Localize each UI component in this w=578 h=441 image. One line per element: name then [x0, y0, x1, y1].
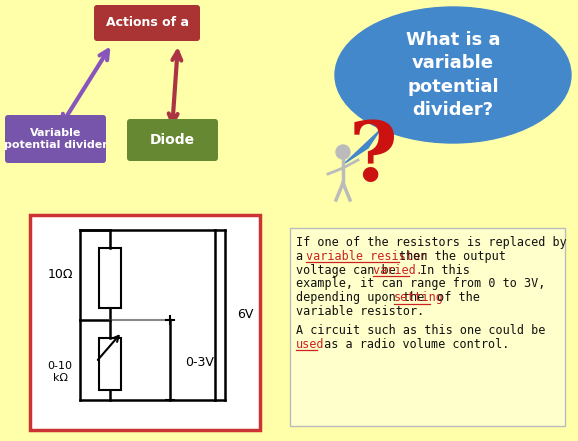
Text: 10Ω: 10Ω: [47, 269, 73, 281]
Text: Diode: Diode: [150, 133, 195, 147]
Ellipse shape: [335, 7, 571, 143]
Polygon shape: [345, 130, 380, 163]
Text: voltage can be: voltage can be: [296, 264, 403, 277]
Text: example, it can range from 0 to 3V,: example, it can range from 0 to 3V,: [296, 277, 546, 291]
Text: ?: ?: [349, 118, 398, 198]
Circle shape: [336, 145, 350, 159]
Bar: [30, 215, 260, 430]
Text: In this: In this: [420, 264, 469, 277]
Text: 0-3V: 0-3V: [185, 355, 214, 369]
Text: setting: setting: [394, 291, 444, 304]
Text: of the: of the: [430, 291, 480, 304]
FancyBboxPatch shape: [5, 115, 106, 163]
Bar: [99, 248, 121, 308]
Text: 6V: 6V: [237, 309, 253, 321]
Text: as a radio volume control.: as a radio volume control.: [317, 338, 509, 351]
Bar: [290, 228, 565, 426]
FancyBboxPatch shape: [127, 119, 218, 161]
Text: If one of the resistors is replaced by: If one of the resistors is replaced by: [296, 236, 567, 249]
Text: Variable
potential divider: Variable potential divider: [3, 128, 108, 150]
Text: varied.: varied.: [373, 264, 438, 277]
Text: variable resistor: variable resistor: [306, 250, 435, 263]
Text: then the output: then the output: [399, 250, 506, 263]
Text: 0-10
kΩ: 0-10 kΩ: [47, 361, 72, 383]
FancyBboxPatch shape: [94, 5, 200, 41]
Bar: [99, 338, 121, 390]
Text: What is a
variable
potential
divider?: What is a variable potential divider?: [406, 30, 500, 120]
Text: a: a: [296, 250, 310, 263]
Text: A circuit such as this one could be: A circuit such as this one could be: [296, 324, 546, 337]
Text: variable resistor.: variable resistor.: [296, 305, 424, 318]
Text: depending upon the: depending upon the: [296, 291, 431, 304]
Text: Actions of a: Actions of a: [106, 16, 188, 30]
Text: used: used: [296, 338, 324, 351]
